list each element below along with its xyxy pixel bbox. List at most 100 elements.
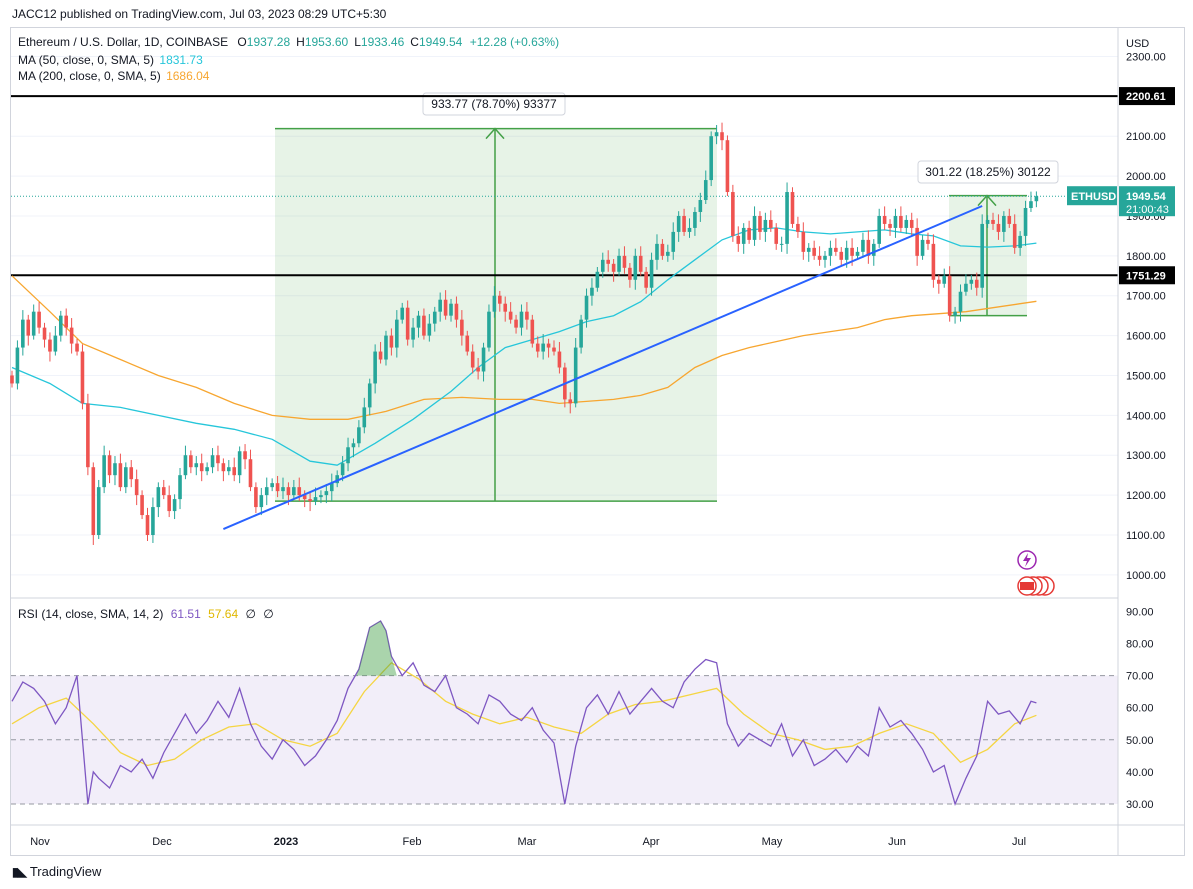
candle-body bbox=[980, 223, 984, 288]
candle-body bbox=[985, 219, 990, 224]
last-price-label: 1949.54 bbox=[1126, 191, 1167, 203]
candle-body bbox=[113, 463, 117, 476]
candle-body bbox=[861, 239, 865, 252]
candle-body bbox=[969, 279, 974, 284]
candle-body bbox=[416, 315, 421, 328]
range-label-box bbox=[422, 92, 566, 116]
candle-body bbox=[671, 231, 676, 252]
candle-body bbox=[557, 351, 562, 368]
candle-body bbox=[37, 311, 41, 328]
candle-body bbox=[644, 271, 648, 288]
candle-body bbox=[69, 327, 74, 344]
candle-body bbox=[465, 335, 470, 352]
candle-body bbox=[530, 319, 535, 344]
ohlc-c: C1949.54 bbox=[410, 35, 463, 49]
symbol-legend: Ethereum / U.S. Dollar, 1D, COINBASE O19… bbox=[18, 35, 559, 49]
rsi-legend: RSI (14, close, SMA, 14, 2) 61.51 57.64 … bbox=[18, 607, 274, 621]
rsi-value: 61.51 bbox=[170, 607, 201, 621]
ohlc-values: O1937.28 H1953.60 L1933.46 C1949.54 bbox=[231, 35, 462, 49]
candle-body bbox=[378, 351, 383, 360]
candle-body bbox=[736, 235, 741, 244]
candle-body bbox=[958, 291, 963, 312]
candle-body bbox=[248, 459, 253, 488]
candle-body bbox=[340, 463, 345, 476]
candle-body bbox=[600, 259, 605, 272]
candle-body bbox=[823, 255, 827, 260]
candle-body bbox=[622, 255, 627, 268]
candle-body bbox=[514, 319, 518, 328]
candle-body bbox=[31, 311, 36, 336]
candle-body bbox=[438, 299, 442, 312]
candle-body bbox=[552, 347, 556, 352]
candle-body bbox=[904, 219, 909, 228]
price-tick-label: 2100.00 bbox=[1126, 131, 1166, 143]
candle-body bbox=[422, 315, 426, 336]
rsi-overbought-fill bbox=[356, 621, 397, 676]
ma200-legend: MA (200, close, 0, SMA, 5) 1686.04 bbox=[18, 69, 209, 83]
rsi-tick-label: 70.00 bbox=[1126, 671, 1154, 683]
candle-body bbox=[714, 132, 719, 137]
range-arrow-head bbox=[485, 127, 505, 140]
lightning-glyph bbox=[1023, 553, 1031, 567]
candle-body bbox=[525, 311, 529, 320]
range-label-box bbox=[917, 160, 1059, 184]
candle-body bbox=[855, 251, 860, 256]
candle-body bbox=[909, 219, 914, 228]
candle-body bbox=[324, 491, 329, 496]
candle-body bbox=[915, 227, 919, 256]
candle-body bbox=[568, 399, 573, 404]
candle-body bbox=[102, 455, 106, 488]
symbol-badge bbox=[1067, 186, 1117, 206]
candle-body bbox=[877, 215, 881, 244]
candle-body bbox=[189, 455, 193, 468]
candle-body bbox=[384, 335, 388, 360]
candle-body bbox=[1029, 201, 1033, 208]
candle-body bbox=[118, 463, 123, 488]
candle-body bbox=[687, 227, 692, 232]
candle-body bbox=[633, 255, 638, 280]
symbol-label: Ethereum / U.S. Dollar, 1D, COINBASE bbox=[18, 35, 229, 49]
candle-body bbox=[10, 375, 14, 384]
rsi-pane bbox=[11, 597, 1118, 806]
candle-body bbox=[812, 247, 816, 256]
range-label: 933.77 (78.70%) 93377 bbox=[431, 97, 557, 111]
candle-body bbox=[546, 343, 551, 348]
us-flag-icon bbox=[1020, 582, 1034, 590]
candle-body bbox=[503, 303, 508, 312]
candle-body bbox=[866, 239, 871, 256]
candle-body bbox=[270, 483, 274, 488]
candle-body bbox=[292, 487, 296, 496]
candle-body bbox=[329, 483, 334, 492]
candle-body bbox=[947, 275, 952, 316]
candle-body bbox=[308, 499, 312, 502]
candle-body bbox=[774, 227, 779, 244]
ma50-value: 1831.73 bbox=[159, 53, 203, 67]
candle-body bbox=[172, 499, 177, 512]
candle-body bbox=[492, 295, 497, 312]
price-tick-label: 1200.00 bbox=[1126, 490, 1166, 502]
candle-body bbox=[731, 192, 735, 236]
time-tick-label: Feb bbox=[403, 836, 422, 848]
candle-body bbox=[53, 335, 58, 352]
candle-body bbox=[1007, 215, 1012, 224]
candle-body bbox=[210, 455, 215, 468]
chart-frame bbox=[10, 27, 1185, 856]
candle-body bbox=[313, 497, 318, 502]
candle-body bbox=[75, 343, 79, 352]
rsi-tick-label: 80.00 bbox=[1126, 639, 1154, 651]
candle-body bbox=[628, 267, 632, 280]
candle-body bbox=[432, 311, 437, 324]
time-tick-label: Jul bbox=[1012, 836, 1026, 848]
candle-body bbox=[882, 215, 887, 224]
candle-body bbox=[720, 132, 724, 141]
candle-body bbox=[839, 251, 844, 260]
candle-body bbox=[611, 263, 616, 272]
candle-body bbox=[183, 455, 188, 476]
symbol-badge-label: ETHUSD bbox=[1071, 191, 1116, 203]
candle-body bbox=[275, 483, 280, 492]
candle-body bbox=[281, 487, 285, 492]
candle-body bbox=[86, 403, 90, 468]
candle-body bbox=[535, 343, 540, 352]
candle-body bbox=[1002, 215, 1006, 232]
